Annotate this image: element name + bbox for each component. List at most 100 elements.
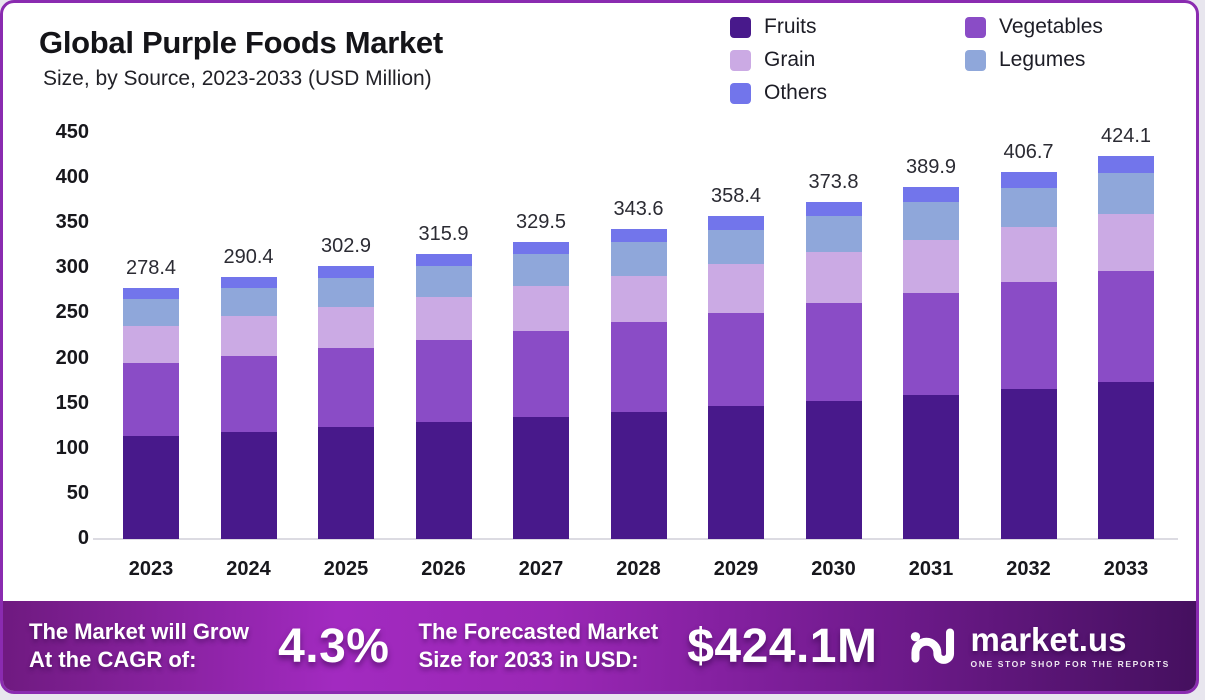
header: Global Purple Foods Market Size, by Sour… <box>39 25 443 91</box>
x-label-2029: 2029 <box>713 558 759 580</box>
bar-cell-2024: 290.4 <box>220 246 277 539</box>
y-axis: 0 50 100 150 200 250 300 350 400 450 <box>23 121 93 549</box>
bar-2029-segment-vegetables <box>708 312 764 407</box>
bar-2032-segment-vegetables <box>1000 282 1057 389</box>
page-subtitle: Size, by Source, 2023-2033 (USD Million) <box>43 67 432 90</box>
bar-cell-2030: 373.8 <box>805 170 862 539</box>
bar-2023-segment-legumes <box>123 298 179 326</box>
brand-text: market.us ONE STOP SHOP FOR THE REPORTS <box>971 623 1170 669</box>
y-tick-0: 0 <box>77 527 89 549</box>
bar-2031-segment-grain <box>903 239 959 293</box>
bar-2032-segment-fruits <box>1000 388 1057 539</box>
bar-2031-segment-others <box>903 187 959 203</box>
x-label-2033: 2033 <box>1103 558 1149 580</box>
legend-label: Grain <box>764 48 816 71</box>
cagr-value: 4.3% <box>278 619 390 673</box>
bar-2032-segment-others <box>1000 172 1057 188</box>
bar-2027-segment-legumes <box>513 254 569 287</box>
x-label-2023: 2023 <box>128 558 174 580</box>
bar-2033-segment-grain <box>1098 213 1154 272</box>
x-label-2027: 2027 <box>518 558 564 580</box>
bar-cell-2027: 329.5 <box>513 211 569 539</box>
page-title: Global Purple Foods Market <box>39 25 443 60</box>
bar-cell-2025: 302.9 <box>318 235 374 539</box>
bar-cell-2031: 389.9 <box>903 156 959 539</box>
bar-2031 <box>903 187 959 539</box>
bar-2029-segment-fruits <box>708 406 764 539</box>
bar-2023-segment-fruits <box>123 436 179 539</box>
x-label-2028: 2028 <box>616 558 661 580</box>
bar-2031-segment-fruits <box>903 394 959 539</box>
bar-total-2024: 290.4 <box>223 246 274 269</box>
bar-2026-segment-legumes <box>415 266 472 297</box>
bar-2031-segment-vegetables <box>903 292 959 395</box>
x-label-2025: 2025 <box>323 558 369 580</box>
bar-2025-segment-others <box>318 265 374 278</box>
bar-2028-segment-vegetables <box>610 322 667 412</box>
bar-total-2032: 406.7 <box>1003 141 1054 164</box>
legend-label: Legumes <box>999 48 1086 71</box>
bar-cell-2028: 343.6 <box>610 198 667 539</box>
forecast-label: The Forecasted Market Size for 2033 in U… <box>419 618 659 674</box>
bar-2027 <box>513 241 569 539</box>
bar-2029-segment-legumes <box>708 229 764 265</box>
bar-cell-2029: 358.4 <box>708 185 764 539</box>
y-tick-350: 350 <box>55 211 89 234</box>
cagr-label: The Market will Grow At the CAGR of: <box>29 618 249 674</box>
bar-2033-segment-legumes <box>1098 172 1154 214</box>
bar-2026-segment-others <box>415 254 472 267</box>
bar-2025-segment-grain <box>318 306 374 348</box>
legend-swatch-legumes <box>965 49 986 71</box>
y-tick-150: 150 <box>55 391 89 414</box>
bar-2028-segment-grain <box>610 275 667 323</box>
bar-cell-2032: 406.7 <box>1000 141 1057 539</box>
bar-2031-segment-legumes <box>903 202 959 240</box>
bar-2030-segment-others <box>805 201 862 217</box>
bar-2033-segment-others <box>1098 156 1154 173</box>
y-tick-50: 50 <box>66 481 89 504</box>
bar-2032-segment-grain <box>1000 227 1057 283</box>
bar-2030 <box>805 201 862 539</box>
bar-2030-segment-legumes <box>805 216 862 253</box>
legend: Fruits Vegetables Grain Legumes Others <box>730 15 1170 105</box>
bar-2030-segment-fruits <box>805 400 862 539</box>
legend-swatch-fruits <box>730 16 751 38</box>
legend-swatch-grain <box>730 49 751 71</box>
bar-2028-segment-legumes <box>610 242 667 276</box>
market-us-icon <box>910 628 954 664</box>
cagr-label-line2: At the CAGR of: <box>29 647 197 672</box>
bar-total-2026: 315.9 <box>418 223 469 246</box>
bar-2025-segment-legumes <box>318 277 374 307</box>
bar-2023 <box>123 287 179 539</box>
bar-cell-2026: 315.9 <box>415 223 472 539</box>
legend-item-fruits: Fruits <box>730 15 965 39</box>
bar-total-2030: 373.8 <box>808 170 859 193</box>
bar-total-2025: 302.9 <box>320 234 372 257</box>
bar-2033-segment-vegetables <box>1098 271 1154 383</box>
brand-logo: market.us ONE STOP SHOP FOR THE REPORTS <box>907 619 1170 673</box>
brand-name: market.us <box>970 621 1127 659</box>
bar-2023-segment-others <box>123 287 179 299</box>
legend-label: Vegetables <box>999 15 1103 38</box>
bar-2029-segment-grain <box>708 264 764 313</box>
x-label-2026: 2026 <box>421 558 466 580</box>
bar-2025-segment-vegetables <box>318 347 374 427</box>
x-label-2032: 2032 <box>1006 558 1051 580</box>
bar-2030-segment-grain <box>805 252 862 303</box>
x-label-2030: 2030 <box>811 558 856 580</box>
bar-2027-segment-vegetables <box>513 330 569 418</box>
x-label-2031: 2031 <box>908 558 954 580</box>
y-tick-300: 300 <box>55 256 89 279</box>
bar-2024-segment-vegetables <box>220 355 277 432</box>
footer-banner: The Market will Grow At the CAGR of: 4.3… <box>3 601 1196 691</box>
bar-2026-segment-vegetables <box>415 339 472 423</box>
y-tick-400: 400 <box>55 166 89 189</box>
bar-2024-segment-others <box>220 277 277 289</box>
bar-2026-segment-grain <box>415 296 472 340</box>
y-tick-250: 250 <box>55 301 89 324</box>
legend-item-legumes: Legumes <box>965 48 1170 72</box>
bar-2025-segment-fruits <box>318 426 374 539</box>
legend-item-grain: Grain <box>730 48 965 72</box>
bar-total-2027: 329.5 <box>515 210 567 233</box>
legend-swatch-vegetables <box>965 16 986 38</box>
